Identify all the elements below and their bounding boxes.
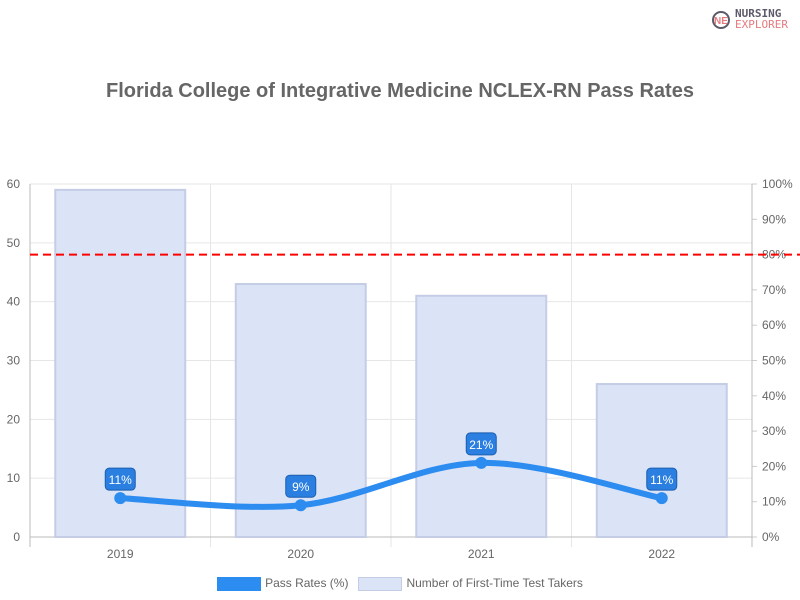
chart-title: Florida College of Integrative Medicine … (106, 80, 694, 102)
x-tick-label: 2019 (107, 547, 134, 561)
left-tick-label: 40 (7, 295, 21, 309)
left-tick-label: 10 (7, 471, 21, 485)
data-label: 9% (292, 480, 310, 494)
legend: Pass Rates (%) Number of First-Time Test… (0, 576, 800, 591)
data-label-box (104, 467, 136, 491)
right-tick-label: 0% (762, 530, 780, 544)
right-tick-label: 40% (762, 389, 786, 403)
x-tick-label: 2022 (648, 547, 675, 561)
left-tick-label: 0 (13, 530, 20, 544)
pass-rate-point (114, 492, 127, 505)
right-tick-label: 90% (762, 212, 786, 226)
bar-2021 (415, 294, 548, 538)
x-tick-label: 2021 (468, 547, 495, 561)
data-label: 21% (469, 438, 493, 452)
pass-rate-point (294, 499, 307, 512)
right-tick-label: 10% (762, 495, 786, 509)
data-label-box (465, 432, 497, 456)
right-tick-label: 60% (762, 318, 786, 332)
data-label-box (285, 474, 317, 498)
left-tick-label: 60 (7, 177, 21, 191)
right-tick-label: 50% (762, 354, 786, 368)
data-label: 11% (650, 473, 673, 487)
data-label-box (646, 467, 678, 491)
x-tick-label: 2020 (287, 547, 314, 561)
right-tick-label: 100% (762, 177, 793, 191)
pass-rate-point (655, 492, 668, 505)
nursing-explorer-logo: NE NURSING EXPLORER (710, 8, 788, 30)
left-tick-label: 30 (7, 354, 21, 368)
svg-text:NE: NE (714, 16, 728, 27)
logo-line2: EXPLORER (735, 18, 788, 31)
pass-rate-line (120, 459, 663, 510)
right-tick-label: 30% (762, 424, 786, 438)
right-tick-label: 70% (762, 283, 786, 297)
bar-2022 (595, 383, 728, 538)
data-label: 11% (109, 473, 132, 487)
right-tick-label: 20% (762, 459, 786, 473)
logo-line1: NURSING (735, 7, 782, 20)
left-tick-label: 20 (7, 412, 21, 426)
pass-rate-point (475, 456, 488, 469)
left-tick-label: 50 (7, 236, 21, 250)
legend-item-pass-rates[interactable]: Pass Rates (%) (217, 576, 348, 591)
legend-item-test-takers[interactable]: Number of First-Time Test Takers (358, 576, 583, 591)
logo-icon: NE (712, 11, 730, 29)
